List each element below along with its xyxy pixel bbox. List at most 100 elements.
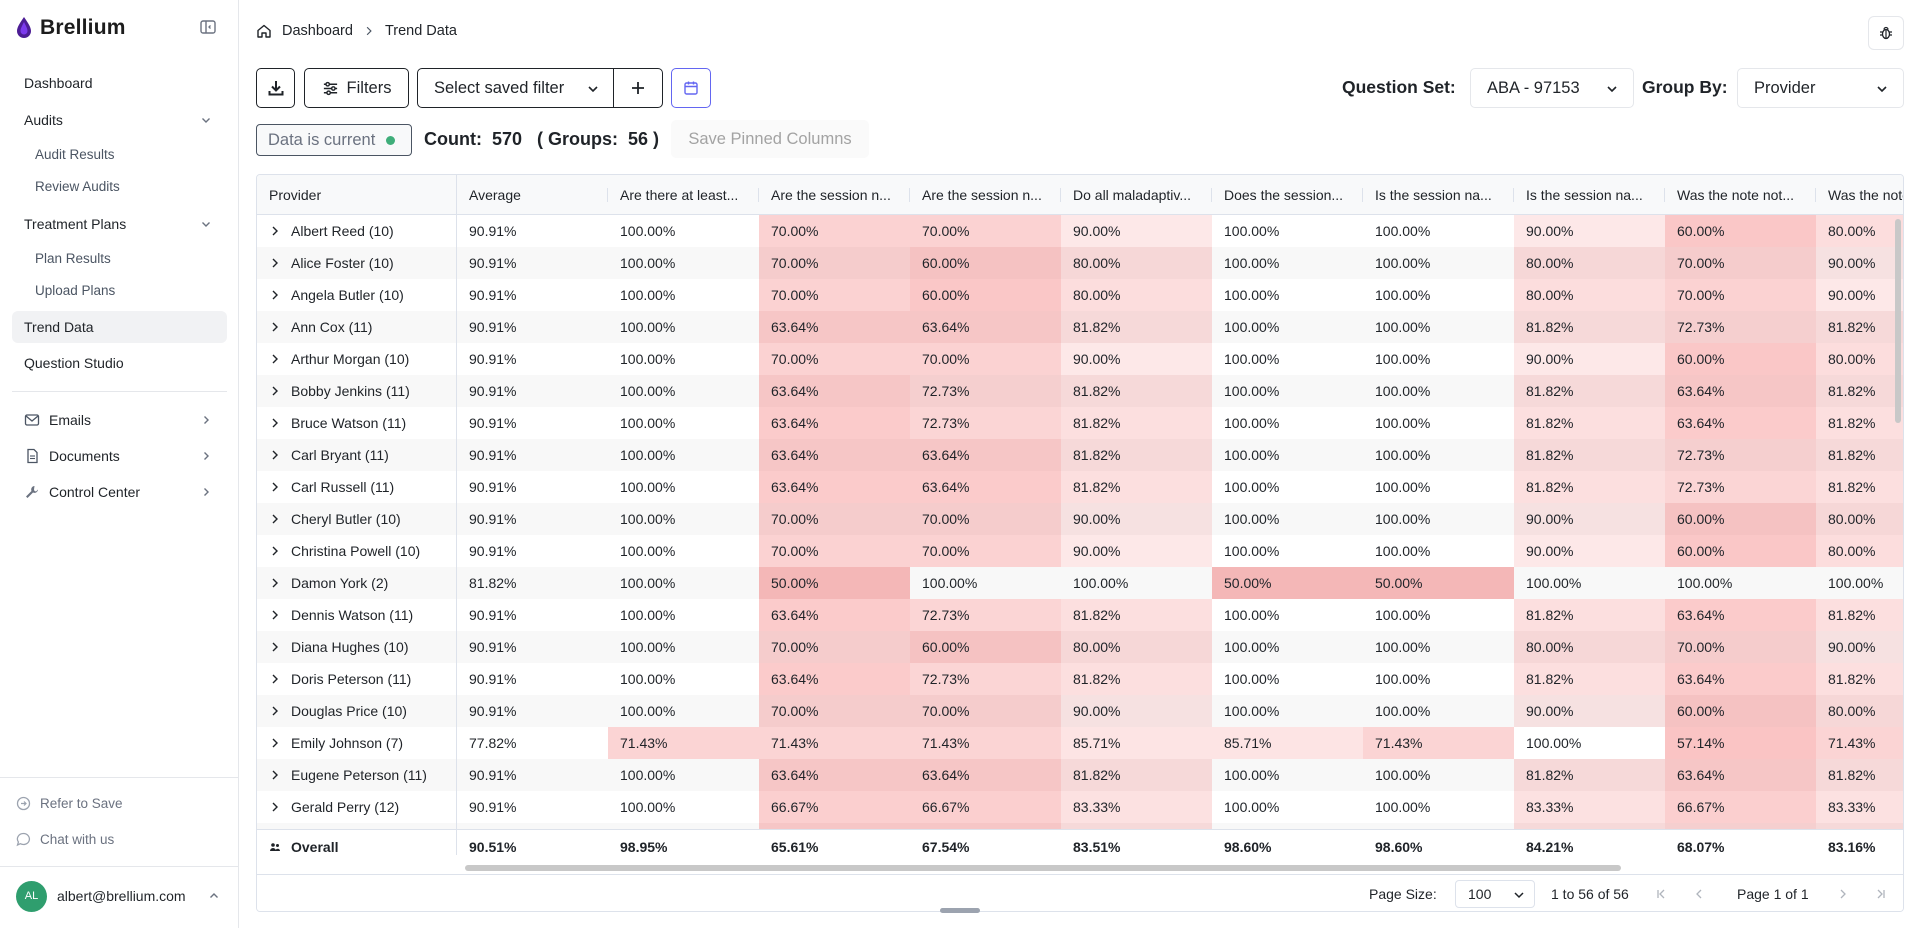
vertical-scroll-thumb[interactable] [1895,219,1901,423]
table-row[interactable]: Carl Bryant (11) 90.91% 100.00% 63.64% 63.64… [257,439,1903,471]
home-icon[interactable] [256,23,272,39]
brand[interactable]: Brellium [14,13,126,43]
provider-cell[interactable]: Doris Peterson (11) [257,663,456,695]
save-pinned-columns-button[interactable]: Save Pinned Columns [671,120,869,158]
chevron-right-icon[interactable] [269,417,281,429]
chevron-right-icon[interactable] [269,705,281,717]
provider-cell[interactable]: Dennis Watson (11) [257,599,456,631]
chevron-right-icon[interactable] [269,321,281,333]
chevron-right-icon[interactable] [269,609,281,621]
sidebar-item-dashboard[interactable]: Dashboard [12,67,227,99]
sidebar-item-emails[interactable]: Emails [12,405,227,435]
chevron-right-icon[interactable] [269,673,281,685]
column-header[interactable]: Is the session na... [1514,175,1665,215]
column-header[interactable]: Are the session n... [759,175,910,215]
table-row[interactable]: Alice Foster (10) 90.91% 100.00% 70.00% 60.0… [257,247,1903,279]
chevron-right-icon[interactable] [269,289,281,301]
table-row[interactable]: Albert Reed (10) 90.91% 100.00% 70.00% 70.00… [257,215,1903,247]
provider-cell[interactable]: Douglas Price (10) [257,695,456,727]
provider-cell[interactable]: Damon York (2) [257,567,456,599]
column-header[interactable]: Provider [257,175,457,215]
column-header[interactable]: Does the session... [1212,175,1363,215]
last-page-icon[interactable] [1875,888,1887,900]
table-row[interactable]: Bruce Watson (11) 90.91% 100.00% 63.64% 72.7… [257,407,1903,439]
provider-cell[interactable]: Bobby Jenkins (11) [257,375,456,407]
first-page-icon[interactable] [1655,888,1667,900]
breadcrumb-home[interactable]: Dashboard [282,23,353,39]
provider-cell[interactable]: Angela Butler (10) [257,279,456,311]
sidebar-subitem-upload-plans[interactable]: Upload Plans [35,282,116,298]
table-row[interactable]: Gerald Perry (12) 90.91% 100.00% 66.67% 66.6… [257,791,1903,823]
sidebar-collapse-icon[interactable] [199,18,217,36]
sidebar-item-control-center[interactable]: Control Center [12,477,227,507]
column-header[interactable]: Average [457,175,608,215]
filters-button[interactable]: Filters [304,68,409,108]
refer-to-save-link[interactable]: Refer to Save [16,792,123,814]
provider-cell[interactable]: Diana Hughes (10) [257,631,456,663]
provider-cell[interactable]: Bruce Watson (11) [257,407,456,439]
chevron-right-icon[interactable] [269,737,281,749]
chevron-right-icon[interactable] [269,449,281,461]
table-row[interactable]: Emily Johnson (7) 77.82% 71.43% 71.43% 71.43… [257,727,1903,759]
panel-resize-handle[interactable] [940,908,980,913]
horizontal-scrollbar[interactable] [461,862,1903,874]
chevron-right-icon[interactable] [269,257,281,269]
table-row[interactable]: Bobby Jenkins (11) 90.91% 100.00% 63.64% 72.… [257,375,1903,407]
provider-cell[interactable]: Carl Russell (11) [257,471,456,503]
vertical-scrollbar[interactable] [1893,217,1903,827]
page-size-select[interactable]: 100 [1455,880,1535,908]
previous-page-icon[interactable] [1693,888,1705,900]
question-set-select[interactable]: ABA - 97153 [1470,68,1634,108]
chevron-right-icon[interactable] [269,545,281,557]
column-header[interactable]: Is the session na... [1363,175,1514,215]
provider-cell[interactable]: Cheryl Butler (10) [257,503,456,535]
chat-with-us-link[interactable]: Chat with us [16,828,114,850]
provider-cell[interactable]: Eugene Peterson (11) [257,759,456,791]
sidebar-item-audits[interactable]: Audits [12,104,227,136]
table-row[interactable]: Douglas Price (10) 90.91% 100.00% 70.00% 70.… [257,695,1903,727]
table-row[interactable]: Angela Butler (10) 90.91% 100.00% 70.00% 60.… [257,279,1903,311]
provider-cell[interactable]: Emily Johnson (7) [257,727,456,759]
chevron-right-icon[interactable] [269,225,281,237]
user-menu[interactable]: AL albert@brellium.com [16,880,226,912]
sidebar-subitem-review-audits[interactable]: Review Audits [35,178,120,194]
table-row[interactable]: Dennis Watson (11) 90.91% 100.00% 63.64% 72.… [257,599,1903,631]
table-row[interactable]: Diana Hughes (10) 90.91% 100.00% 70.00% 60.0… [257,631,1903,663]
bug-report-button[interactable] [1868,16,1904,50]
table-row[interactable]: Damon York (2) 81.82% 100.00% 50.00% 100.00%… [257,567,1903,599]
column-header[interactable]: Do all maladaptiv... [1061,175,1212,215]
sidebar-subitem-plan-results[interactable]: Plan Results [35,250,111,266]
provider-cell[interactable]: Gerald Perry (12) [257,791,456,823]
table-row[interactable]: Ann Cox (11) 90.91% 100.00% 63.64% 63.64% 81.… [257,311,1903,343]
sidebar-item-question-studio[interactable]: Question Studio [12,347,227,379]
table-row[interactable]: Christina Powell (10) 90.91% 100.00% 70.00%… [257,535,1903,567]
column-header[interactable]: Was the note [1816,175,1903,215]
chevron-right-icon[interactable] [269,801,281,813]
sidebar-item-trend-data[interactable]: Trend Data [12,311,227,343]
table-row[interactable]: Harold Kelly (11)90.91%100.00%63.64%63.6… [257,823,1903,829]
table-row[interactable]: Carl Russell (11) 90.91% 100.00% 63.64% 63.6… [257,471,1903,503]
download-button[interactable] [256,68,295,108]
provider-cell[interactable]: Carl Bryant (11) [257,439,456,471]
provider-cell[interactable]: Alice Foster (10) [257,247,456,279]
provider-cell[interactable]: Albert Reed (10) [257,215,456,247]
provider-cell[interactable]: Arthur Morgan (10) [257,343,456,375]
next-page-icon[interactable] [1837,888,1849,900]
column-header[interactable]: Was the note not... [1665,175,1816,215]
chevron-right-icon[interactable] [269,641,281,653]
horizontal-scroll-thumb[interactable] [465,865,1621,871]
chevron-right-icon[interactable] [269,577,281,589]
chevron-right-icon[interactable] [269,513,281,525]
table-row[interactable]: Cheryl Butler (10) 90.91% 100.00% 70.00% 70.… [257,503,1903,535]
chevron-right-icon[interactable] [269,353,281,365]
sidebar-subitem-audit-results[interactable]: Audit Results [35,146,115,162]
provider-cell[interactable]: Christina Powell (10) [257,535,456,567]
table-row[interactable]: Eugene Peterson (11) 90.91% 100.00% 63.64% 6… [257,759,1903,791]
provider-cell[interactable]: Ann Cox (11) [257,311,456,343]
chevron-right-icon[interactable] [269,385,281,397]
column-header[interactable]: Are there at least... [608,175,759,215]
table-row[interactable]: Doris Peterson (11) 90.91% 100.00% 63.64% 72… [257,663,1903,695]
add-filter-button[interactable] [613,68,663,108]
sidebar-item-documents[interactable]: Documents [12,441,227,471]
date-range-button[interactable] [671,68,711,108]
